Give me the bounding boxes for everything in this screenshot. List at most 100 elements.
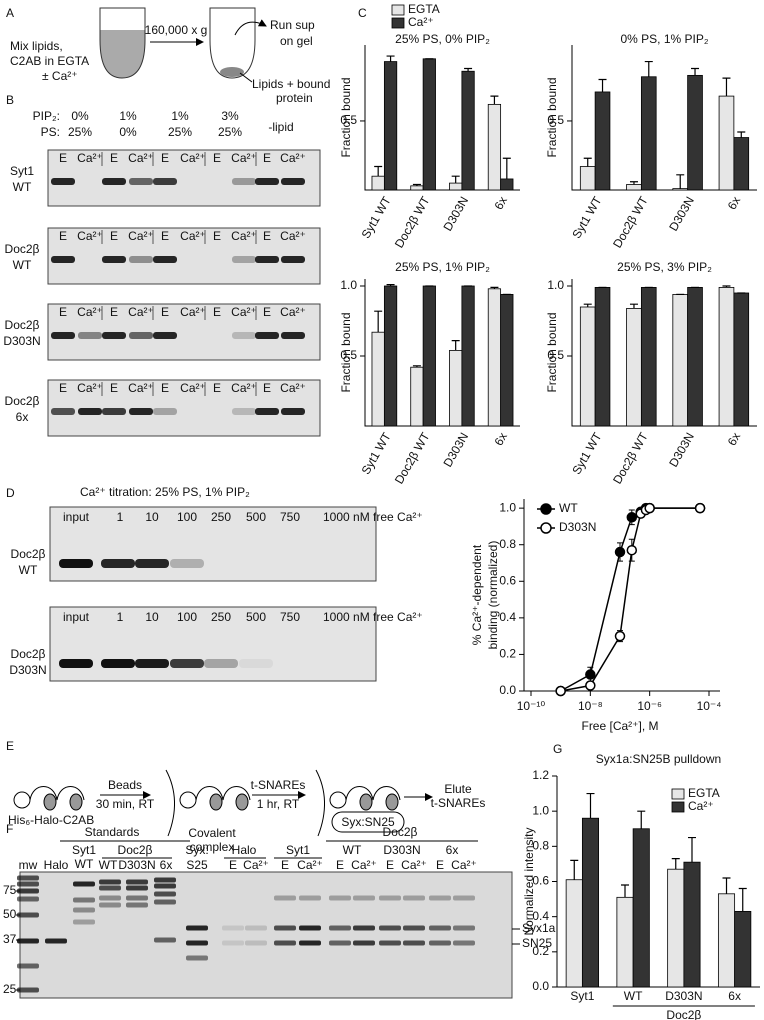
lane-label: 500: [246, 510, 266, 524]
lane-label: 250: [211, 610, 231, 624]
bar: [687, 286, 703, 427]
x-tick-label: 10⁻⁴: [697, 699, 722, 713]
data-point: [644, 502, 655, 514]
y-tick-label: 1.0: [340, 278, 357, 292]
lane-label: E: [161, 229, 169, 243]
lane-label: E: [110, 381, 118, 395]
gel-band: [17, 938, 39, 944]
gel-band: [126, 902, 148, 908]
error-bar: [583, 303, 592, 307]
gel-band: [135, 559, 169, 568]
error-bar: [637, 810, 646, 829]
y-axis-label: Fraction bound: [545, 312, 559, 392]
lane-label: E: [59, 305, 67, 319]
label: D303N: [3, 334, 40, 348]
gel-band: [299, 925, 321, 931]
legend-label: EGTA: [408, 2, 440, 16]
error-bar: [676, 174, 685, 189]
lane-label: Ca²⁺: [231, 229, 257, 243]
y-axis-label: Normalized intensity: [522, 827, 536, 935]
label: WT: [13, 180, 32, 194]
legend-swatch: [391, 17, 405, 29]
gel-band: [379, 940, 401, 946]
gel-band: [274, 925, 296, 931]
error-bar: [386, 55, 395, 62]
panel-label: B: [6, 93, 14, 107]
gel-band: [45, 938, 67, 944]
lane-label: Ca²⁺: [77, 381, 103, 395]
bar: [594, 91, 611, 191]
lane-label: E: [336, 858, 344, 872]
lane-label: Ca²⁺: [128, 229, 154, 243]
y-tick-label: 0.6: [499, 573, 516, 587]
label: Syx:: [185, 843, 208, 857]
legend-label: Ca²⁺: [408, 15, 434, 29]
bar: [672, 293, 689, 427]
label: PS:: [41, 125, 60, 139]
label: D303N: [383, 843, 420, 857]
gel-band: [181, 256, 205, 263]
gel-band: [181, 178, 205, 185]
error-bar: [738, 887, 747, 912]
legend-label: Ca²⁺: [688, 799, 714, 813]
label: Halo: [232, 843, 257, 857]
gel-band: [255, 256, 279, 263]
label: Syt1: [10, 164, 34, 178]
label: His₆-Halo-C2AB: [8, 813, 94, 827]
gel-band: [186, 940, 208, 946]
y-tick-label: 0.4: [532, 909, 549, 923]
bar: [487, 288, 502, 427]
y-tick-label: 0.5: [547, 113, 564, 127]
gel-band: [99, 879, 121, 885]
panel-label: C: [358, 6, 367, 20]
gel-band: [73, 907, 95, 913]
gel-band: [17, 912, 39, 918]
lane-label: Ca²⁺: [231, 381, 257, 395]
gel-band: [153, 256, 177, 263]
label: Doc2β: [118, 843, 153, 857]
gel-band: [73, 919, 95, 925]
y-tick-label: 1.0: [547, 278, 564, 292]
label: protein: [276, 91, 313, 105]
bar: [449, 349, 463, 427]
tube-diagram: [99, 7, 267, 83]
y-tick-label: 0.8: [532, 839, 549, 853]
error-bar: [598, 78, 607, 92]
lane-label: Ca²⁺: [280, 381, 306, 395]
gel-band: [78, 408, 102, 415]
gel-band: [205, 256, 229, 263]
gel-band: [281, 256, 305, 263]
y-tick-label: 0.6: [532, 874, 549, 888]
lane-label: Ca²⁺: [451, 858, 477, 872]
bar: [683, 861, 701, 988]
error-bar: [451, 175, 460, 184]
gel-band: [403, 925, 425, 931]
gel-band: [154, 877, 176, 883]
gel-band: [232, 178, 256, 185]
bar: [383, 61, 398, 191]
marker-label: 50: [3, 907, 17, 921]
lane-label: 1000 nM free Ca²⁺: [323, 610, 423, 624]
lane-label: E: [263, 229, 271, 243]
lane-label: E: [386, 858, 394, 872]
bar: [626, 184, 642, 191]
gel-band: [245, 940, 267, 946]
lane-label: Ca²⁺: [77, 305, 103, 319]
gel: [19, 871, 513, 999]
label: 6x: [160, 858, 173, 872]
gel-band: [453, 925, 475, 931]
label: Doc2β: [5, 394, 40, 408]
gel-band: [129, 256, 153, 263]
bar: [733, 137, 750, 191]
error-bar: [412, 365, 421, 368]
lane-label: 500: [246, 610, 266, 624]
gel-band: [232, 332, 256, 339]
error-bar: [722, 877, 731, 894]
lane-label: 100: [177, 610, 197, 624]
label: PIP₂:: [33, 109, 60, 123]
gel-band: [126, 885, 148, 891]
gel-band: [232, 256, 256, 263]
gel-band: [153, 178, 177, 185]
error-bar: [502, 157, 511, 179]
gel-band: [153, 408, 177, 415]
